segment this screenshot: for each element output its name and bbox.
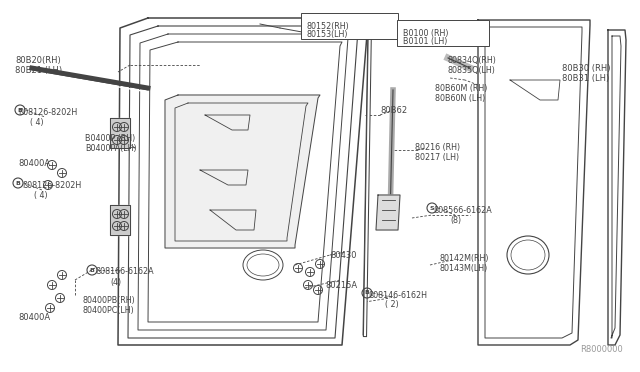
Text: 80142M(RH): 80142M(RH) <box>440 253 490 263</box>
Text: 80B30 (RH): 80B30 (RH) <box>562 64 611 73</box>
Text: ß08566-6162A: ß08566-6162A <box>433 205 492 215</box>
Text: B0400PA(LH): B0400PA(LH) <box>85 144 136 153</box>
Text: S: S <box>429 205 435 211</box>
Text: 80B60N (LH): 80B60N (LH) <box>435 93 485 103</box>
Text: ß08126-8202H: ß08126-8202H <box>18 108 77 116</box>
Text: (8): (8) <box>450 215 461 224</box>
Text: R8000000: R8000000 <box>580 346 623 355</box>
Polygon shape <box>376 195 400 230</box>
Text: 80B60M (RH): 80B60M (RH) <box>435 83 488 93</box>
Text: 80215A: 80215A <box>325 280 357 289</box>
Text: 80216 (RH): 80216 (RH) <box>415 142 460 151</box>
Text: ß08146-6162H: ß08146-6162H <box>368 291 427 299</box>
Text: (4): (4) <box>110 278 121 286</box>
Text: B: B <box>90 267 95 273</box>
Text: ß08126-8202H: ß08126-8202H <box>22 180 81 189</box>
Text: B0100 (RH): B0100 (RH) <box>403 29 449 38</box>
Text: 80B20(RH): 80B20(RH) <box>15 55 61 64</box>
Text: 80835Q(LH): 80835Q(LH) <box>448 65 496 74</box>
Text: ( 4): ( 4) <box>34 190 47 199</box>
Text: 80B31 (LH): 80B31 (LH) <box>562 74 609 83</box>
Text: B: B <box>365 291 369 295</box>
Text: B: B <box>17 108 22 112</box>
Text: 80430: 80430 <box>330 250 356 260</box>
Text: 80B21 (LH): 80B21 (LH) <box>15 65 62 74</box>
FancyBboxPatch shape <box>397 20 489 46</box>
Text: 80400PC(LH): 80400PC(LH) <box>82 305 134 314</box>
Text: ( 2): ( 2) <box>385 301 399 310</box>
Polygon shape <box>110 118 130 148</box>
Text: 80153(LH): 80153(LH) <box>307 29 349 38</box>
Text: B0400P (RH): B0400P (RH) <box>85 134 135 142</box>
Text: 80400A: 80400A <box>18 314 50 323</box>
Text: ß08166-6162A: ß08166-6162A <box>95 267 154 276</box>
Polygon shape <box>478 20 590 345</box>
Text: B: B <box>15 180 20 186</box>
Text: B0101 (LH): B0101 (LH) <box>403 36 447 45</box>
Text: 80143M(LH): 80143M(LH) <box>440 263 488 273</box>
Text: 80B62: 80B62 <box>380 106 407 115</box>
Text: 80834Q(RH): 80834Q(RH) <box>448 55 497 64</box>
Text: 80152(RH): 80152(RH) <box>307 22 349 31</box>
Text: 80400A: 80400A <box>18 158 50 167</box>
Text: ( 4): ( 4) <box>30 118 44 126</box>
Polygon shape <box>110 205 130 235</box>
Polygon shape <box>608 30 626 345</box>
FancyBboxPatch shape <box>301 13 398 39</box>
Text: 80400PB(RH): 80400PB(RH) <box>82 295 135 305</box>
Text: 80217 (LH): 80217 (LH) <box>415 153 459 161</box>
Polygon shape <box>165 95 320 248</box>
Polygon shape <box>118 18 370 345</box>
